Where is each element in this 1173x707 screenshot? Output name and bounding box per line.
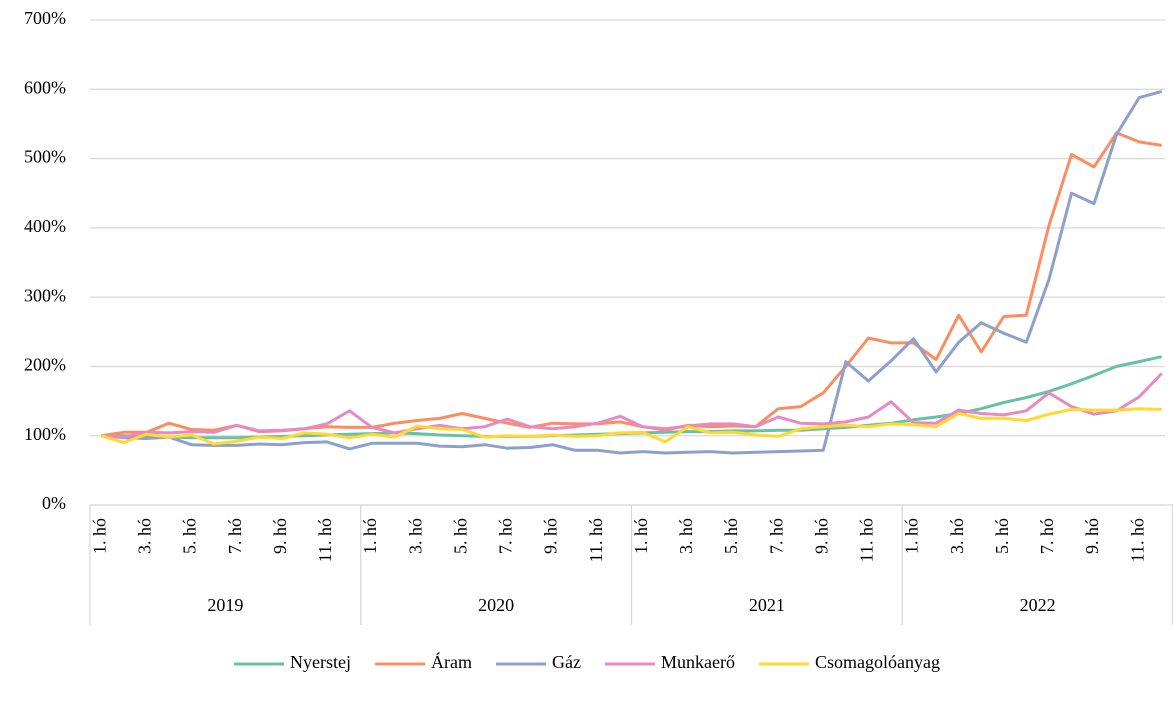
x-tick-label: 9. hó bbox=[541, 518, 561, 554]
series-line bbox=[101, 131, 1162, 438]
legend-item: Munkaerő bbox=[604, 652, 735, 672]
x-tick-label: 11. hó bbox=[315, 518, 335, 562]
legend-label: Áram bbox=[431, 651, 472, 672]
x-tick-label: 1. hó bbox=[902, 518, 922, 554]
x-tick-label: 7. hó bbox=[225, 518, 245, 554]
legend-label: Nyerstej bbox=[290, 652, 351, 672]
x-tick-label: 11. hó bbox=[1127, 518, 1147, 562]
x-tick-label: 1. hó bbox=[631, 518, 651, 554]
x-tick-label: 5. hó bbox=[450, 518, 470, 554]
x-tick-label: 11. hó bbox=[857, 518, 877, 562]
x-tick-label: 3. hó bbox=[135, 518, 155, 554]
y-tick-label: 700% bbox=[24, 8, 66, 28]
legend-item: Áram bbox=[375, 651, 472, 672]
x-tick-label: 7. hó bbox=[496, 518, 516, 554]
x-tick-label: 11. hó bbox=[586, 518, 606, 562]
x-tick-label: 9. hó bbox=[270, 518, 290, 554]
group-label: 2019 bbox=[207, 595, 243, 615]
series-line bbox=[100, 407, 1162, 446]
x-tick-label: 5. hó bbox=[721, 518, 741, 554]
y-tick-label: 400% bbox=[24, 216, 66, 236]
legend-label: Csomagolóanyag bbox=[815, 652, 940, 672]
y-tick-label: 300% bbox=[24, 285, 66, 305]
x-tick-label: 1. hó bbox=[360, 518, 380, 554]
legend-item: Nyerstej bbox=[234, 652, 351, 672]
x-tick-label: 1. hó bbox=[89, 518, 109, 554]
legend: Nyerstej Áram Gáz Munkaerő Csomagolóanyag bbox=[234, 651, 940, 672]
legend-label: Munkaerő bbox=[661, 652, 735, 672]
y-tick-label: 100% bbox=[24, 424, 66, 444]
x-tick-label: 3. hó bbox=[405, 518, 425, 554]
y-tick-label: 500% bbox=[24, 147, 66, 167]
x-tick-label: 3. hó bbox=[947, 518, 967, 554]
y-tick-label: 0% bbox=[42, 493, 66, 513]
x-tick-label: 7. hó bbox=[766, 518, 786, 554]
group-label: 2022 bbox=[1020, 595, 1056, 615]
x-tick-label: 3. hó bbox=[676, 518, 696, 554]
x-tick-label: 5. hó bbox=[180, 518, 200, 554]
x-tick-label: 9. hó bbox=[1082, 518, 1102, 554]
y-tick-label: 600% bbox=[24, 77, 66, 97]
group-label: 2021 bbox=[749, 595, 785, 615]
legend-item: Gáz bbox=[496, 652, 581, 672]
y-tick-label: 200% bbox=[24, 355, 66, 375]
series-line bbox=[101, 89, 1163, 455]
group-label: 2020 bbox=[478, 595, 514, 615]
legend-item: Csomagolóanyag bbox=[758, 652, 940, 672]
x-tick-label: 5. hó bbox=[992, 518, 1012, 554]
x-tick-label: 7. hó bbox=[1037, 518, 1057, 554]
series-line bbox=[101, 372, 1163, 439]
x-tick-label: 9. hó bbox=[811, 518, 831, 554]
legend-label: Gáz bbox=[552, 652, 581, 672]
